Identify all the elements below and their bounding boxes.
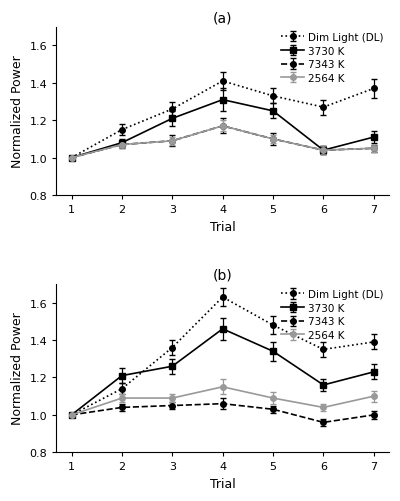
Legend: Dim Light (DL), 3730 K, 7343 K, 2564 K: Dim Light (DL), 3730 K, 7343 K, 2564 K: [279, 288, 386, 343]
Y-axis label: Normalized Power: Normalized Power: [11, 56, 24, 168]
Title: (b): (b): [213, 268, 232, 282]
X-axis label: Trial: Trial: [210, 477, 236, 490]
Title: (a): (a): [213, 11, 232, 25]
Y-axis label: Normalized Power: Normalized Power: [11, 312, 24, 425]
Legend: Dim Light (DL), 3730 K, 7343 K, 2564 K: Dim Light (DL), 3730 K, 7343 K, 2564 K: [279, 31, 386, 86]
X-axis label: Trial: Trial: [210, 220, 236, 233]
